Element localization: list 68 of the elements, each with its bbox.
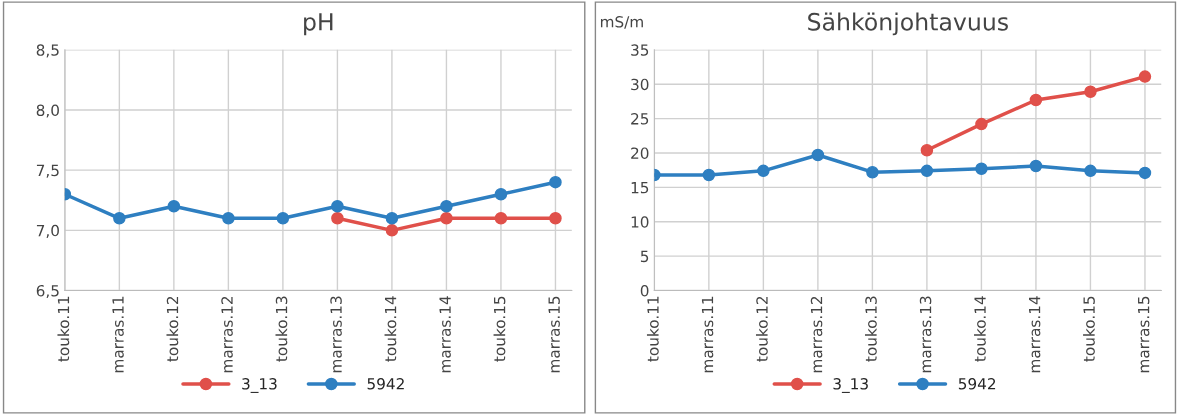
y-tick-label: 6,5 xyxy=(36,284,59,299)
chart-title: pH xyxy=(304,13,333,36)
x-tick-label: touko.13 xyxy=(865,296,877,362)
y-axis-title: mS/m xyxy=(600,16,643,29)
point xyxy=(811,148,825,162)
point xyxy=(1138,70,1152,83)
x-tick-label: marras.12 xyxy=(221,296,233,373)
point xyxy=(549,212,562,225)
x-tick-label: marras.15 xyxy=(1138,296,1150,373)
point xyxy=(385,212,399,225)
point xyxy=(975,162,988,176)
x-tick-label: touko.14 xyxy=(974,296,986,362)
x-tick-label: marras.14 xyxy=(439,296,451,373)
x-tick-label: marras.11 xyxy=(112,296,124,373)
point xyxy=(1029,93,1043,107)
x-tick-label: touko.15 xyxy=(493,296,506,362)
x-tick-label: marras.13 xyxy=(919,296,932,373)
point xyxy=(920,164,934,178)
y-tick-label: 35 xyxy=(631,44,649,56)
y-tick-label: 8,0 xyxy=(36,104,59,118)
legend-label: 3_13 xyxy=(242,378,277,393)
x-tick-label: marras.14 xyxy=(1029,296,1041,373)
point xyxy=(866,165,879,179)
point xyxy=(276,212,290,225)
y-tick-label: 0 xyxy=(640,284,649,297)
x-tick-label: touko.11 xyxy=(57,296,70,362)
point xyxy=(1084,164,1097,178)
chart-title: Sähkönjohtavuus xyxy=(808,12,1008,36)
y-tick-label: 7,5 xyxy=(36,164,59,178)
x-tick-label: marras.11 xyxy=(701,296,714,373)
x-tick-label: touko.14 xyxy=(384,296,397,362)
point xyxy=(440,200,453,213)
x-tick-label: marras.13 xyxy=(330,296,342,373)
y-tick-label: 7,0 xyxy=(36,224,59,238)
point xyxy=(702,168,716,182)
point xyxy=(1084,85,1097,99)
point xyxy=(494,212,508,225)
legend-label: 5942 xyxy=(958,378,996,390)
legend-label: 3_13 xyxy=(833,378,868,393)
y-tick-label: 8,5 xyxy=(36,44,59,58)
point xyxy=(494,187,508,201)
point xyxy=(440,212,453,225)
point xyxy=(385,224,399,237)
point xyxy=(757,164,770,178)
point xyxy=(331,200,344,213)
point xyxy=(1138,166,1152,180)
point xyxy=(113,212,126,225)
point xyxy=(222,212,235,225)
y-tick-label: 25 xyxy=(631,113,649,125)
y-tick-label: 20 xyxy=(631,147,649,159)
x-tick-label: touko.12 xyxy=(755,296,768,362)
point xyxy=(331,212,344,225)
point xyxy=(920,143,934,157)
legend-label: 5942 xyxy=(367,378,404,390)
x-tick-label: marras.15 xyxy=(548,296,560,373)
point xyxy=(167,200,181,213)
x-tick-label: marras.12 xyxy=(810,296,823,373)
y-tick-label: 15 xyxy=(631,182,649,194)
y-tick-label: 10 xyxy=(631,216,649,228)
x-tick-label: touko.15 xyxy=(1083,296,1095,362)
y-tick-label: 30 xyxy=(631,78,649,91)
point xyxy=(975,117,988,131)
x-tick-label: touko.11 xyxy=(646,296,659,362)
y-tick-label: 5 xyxy=(640,250,649,263)
point xyxy=(1029,159,1043,173)
x-tick-label: touko.13 xyxy=(275,296,288,362)
point xyxy=(549,175,562,189)
x-tick-label: touko.12 xyxy=(166,296,179,362)
